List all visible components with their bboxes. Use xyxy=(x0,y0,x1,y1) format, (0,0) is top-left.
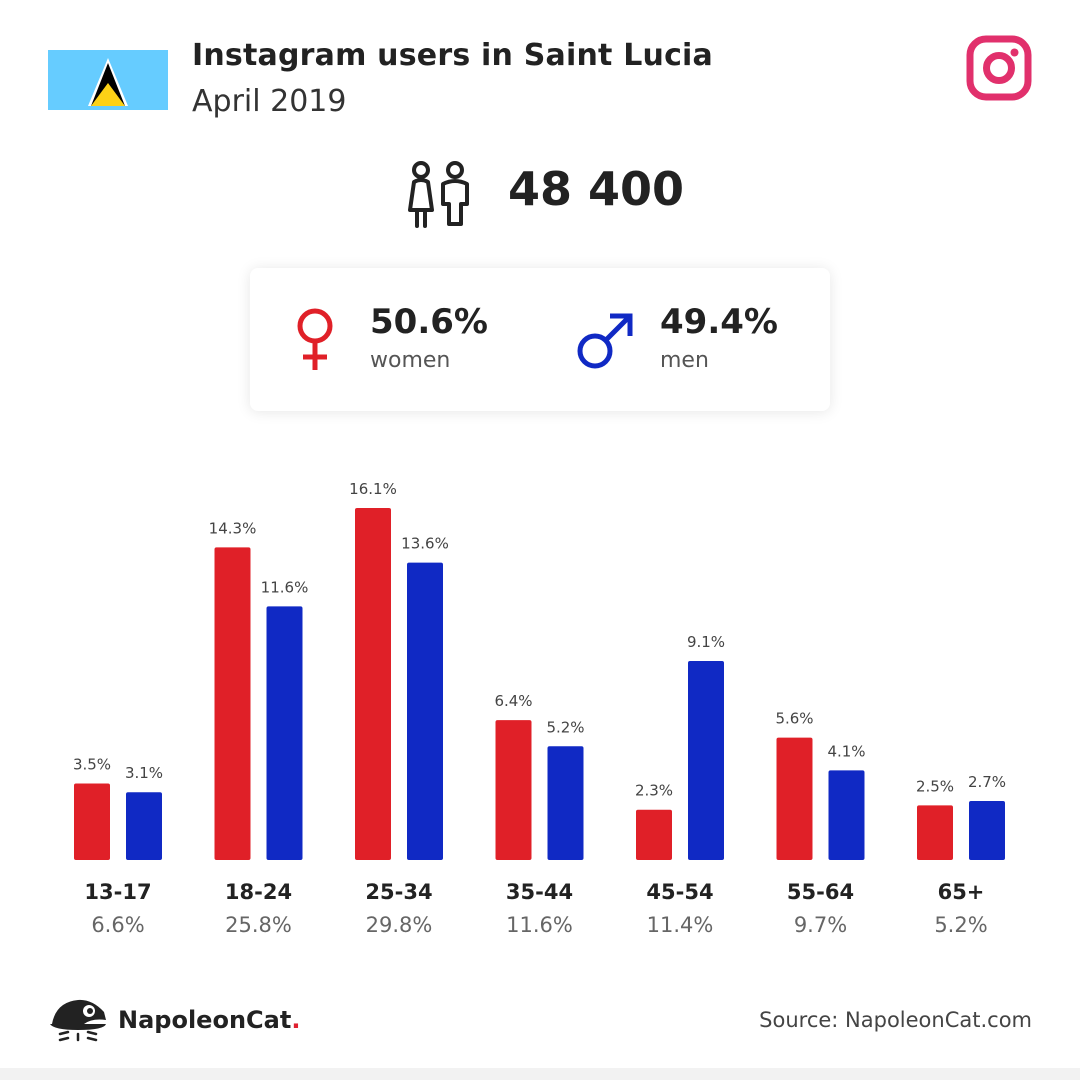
bar-men-65+ xyxy=(969,800,1005,860)
bar-men-45-54 xyxy=(688,661,724,860)
female-icon xyxy=(297,308,333,370)
bar-value-label: 2.7% xyxy=(968,773,1006,791)
bar-women-35-44 xyxy=(495,720,532,860)
men-percent: 49.4% xyxy=(660,302,778,342)
category-label: 13-17 xyxy=(84,880,151,904)
bar-value-label: 14.3% xyxy=(209,519,257,537)
bar-men-13-17 xyxy=(126,792,162,860)
bar-men-35-44 xyxy=(547,746,584,860)
category-total-label: 5.2% xyxy=(934,913,987,937)
category-total-label: 11.4% xyxy=(647,913,714,937)
gender-card xyxy=(250,268,830,411)
page-subtitle: April 2019 xyxy=(192,84,347,119)
category-label: 18-24 xyxy=(225,880,292,904)
brand-name: NapoleonCat. xyxy=(118,1006,301,1034)
users-icon xyxy=(408,161,469,228)
male-icon xyxy=(577,313,633,369)
instagram-icon xyxy=(966,35,1032,101)
category-total-label: 6.6% xyxy=(91,913,144,937)
bar-value-label: 2.3% xyxy=(635,782,673,800)
source-text: Source: NapoleonCat.com xyxy=(759,1008,1032,1032)
bar-value-label: 3.1% xyxy=(125,764,163,782)
page-title: Instagram users in Saint Lucia xyxy=(192,38,713,73)
bar-men-55-64 xyxy=(828,770,865,860)
category-total-label: 11.6% xyxy=(506,913,573,937)
women-percent: 50.6% xyxy=(370,302,488,342)
bar-value-label: 16.1% xyxy=(349,480,397,498)
saint-lucia-flag-icon xyxy=(48,50,168,110)
bar-value-label: 11.6% xyxy=(261,578,309,596)
bar-value-label: 4.1% xyxy=(827,742,865,760)
men-label: men xyxy=(660,348,709,373)
category-total-label: 29.8% xyxy=(366,913,433,937)
bar-value-label: 2.5% xyxy=(916,777,954,795)
bar-value-label: 5.2% xyxy=(546,718,584,736)
age-gender-bar-chart: 3.5% 3.1% 13-17 6.6% 14.3% 11.6% 18-24 25.8% 16.… xyxy=(73,480,1006,937)
bar-value-label: 3.5% xyxy=(73,755,111,773)
bar-men-18-24 xyxy=(266,606,303,860)
bar-value-label: 9.1% xyxy=(687,633,725,651)
bar-women-45-54 xyxy=(636,809,672,860)
category-label: 65+ xyxy=(938,880,985,904)
category-label: 25-34 xyxy=(365,880,432,904)
napoleoncat-logo-icon xyxy=(50,999,106,1042)
bar-women-18-24 xyxy=(214,547,251,860)
bottom-strip xyxy=(0,1068,1080,1080)
bar-men-25-34 xyxy=(407,562,443,860)
category-label: 35-44 xyxy=(506,880,573,904)
bar-value-label: 5.6% xyxy=(775,710,813,728)
category-label: 45-54 xyxy=(646,880,713,904)
category-total-label: 25.8% xyxy=(225,913,292,937)
bar-women-55-64 xyxy=(776,737,813,860)
bar-women-13-17 xyxy=(74,783,110,860)
women-label: women xyxy=(370,348,451,373)
bar-value-label: 6.4% xyxy=(494,692,532,710)
category-total-label: 9.7% xyxy=(794,913,847,937)
bar-women-65+ xyxy=(917,805,953,860)
category-label: 55-64 xyxy=(787,880,854,904)
bar-women-25-34 xyxy=(355,508,391,860)
bar-value-label: 13.6% xyxy=(401,535,449,553)
total-users: 48 400 xyxy=(508,162,685,216)
